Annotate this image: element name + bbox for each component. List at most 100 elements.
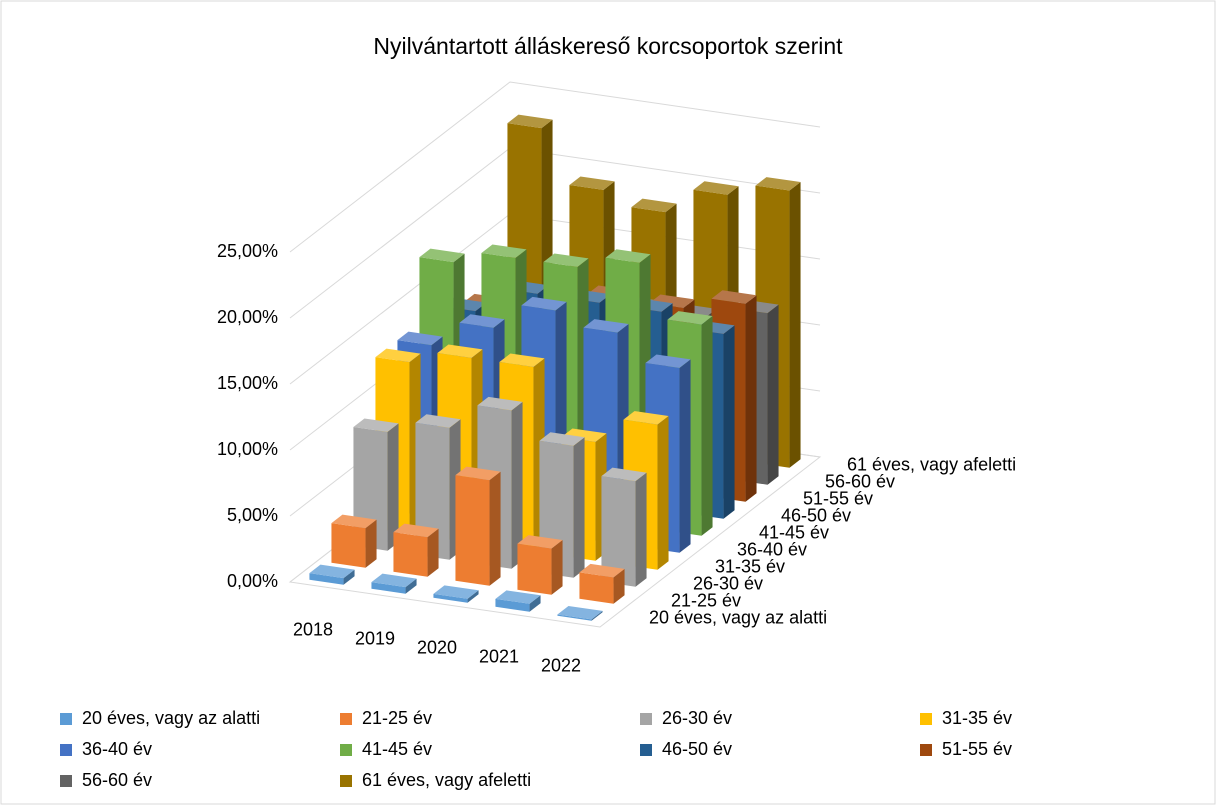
bar-side [591,610,603,621]
bar-top [419,248,465,263]
depth-label: 61 éves, vagy afeletti [847,454,1016,474]
x-tick-label: 2018 [293,619,333,639]
bar [517,535,563,595]
bar-top [605,249,651,263]
depth-label: 41-45 év [759,522,829,542]
legend-swatch [340,744,352,756]
legend-swatch [60,775,72,787]
bar-side [767,304,779,485]
bar [601,467,647,587]
bar-front [371,582,406,594]
bar-top [623,411,669,425]
legend-label: 31-35 év [942,708,1012,728]
bar-side [573,437,585,578]
bar-side [789,182,801,468]
bar-top [667,311,713,325]
bar-top [415,414,461,428]
bar-front [309,573,344,585]
legend-label: 56-60 év [82,770,152,790]
bar-top [309,564,355,579]
bar-side [679,359,691,553]
bar-top [393,523,439,538]
bar-top [507,114,553,129]
bar-side [613,568,625,604]
bar [455,466,501,586]
depth-label: 20 éves, vagy az alatti [649,607,827,627]
bar-front [393,532,428,577]
bar [415,414,461,560]
bar-top [495,590,541,604]
y-tick-label: 20,00% [217,307,278,327]
legend-label: 21-25 év [362,708,432,728]
depth-label: 26-30 év [693,573,763,593]
bar-top [711,290,757,304]
bar-top [755,177,801,191]
bar-top [569,176,615,190]
bar-top [459,314,505,328]
bar-top [455,466,501,481]
bar-front [455,475,490,586]
legend-label: 26-30 év [662,708,732,728]
chart-title: Nyilvántartott álláskereső korcsoportok … [373,33,843,59]
bar-side [467,590,479,603]
bar-top [645,354,691,368]
bar-top [353,418,399,432]
depth-label: 31-35 év [715,556,785,576]
bar [331,514,377,568]
legend-swatch [340,775,352,787]
bar-top [477,396,523,411]
x-tick-label: 2022 [541,655,581,675]
bar-side [635,472,647,587]
bar [557,605,603,621]
legend-swatch [640,713,652,725]
bar-side [427,528,439,577]
y-tick-label: 15,00% [217,373,278,393]
bar-top [693,181,739,195]
legend-label: 20 éves, vagy az alatti [82,708,260,728]
bar-top [601,467,647,482]
bar-front [557,614,592,621]
legend-swatch [920,713,932,725]
y-tick-label: 25,00% [217,241,278,261]
bar-side [529,595,541,612]
bar-top [433,585,479,599]
bar-side [489,471,501,586]
bar-top [371,573,417,588]
bar-side [701,316,713,536]
legend-label: 41-45 év [362,739,432,759]
bar-top [517,535,563,549]
bar-front [415,422,450,560]
bar [371,573,417,594]
legend-label: 51-55 év [942,739,1012,759]
bar-top [543,253,589,267]
bar-top [397,331,443,346]
bar-top [331,514,377,529]
y-tick-label: 10,00% [217,439,278,459]
legend-swatch [60,713,72,725]
bar-front [579,572,614,604]
y-tick-label: 5,00% [227,505,278,525]
bar-side [387,423,399,551]
bar-top [631,198,677,213]
bar-top [557,605,603,620]
legend-label: 46-50 év [662,739,732,759]
bar-side [365,519,377,568]
x-tick-label: 2020 [417,637,457,657]
grid-line [289,81,821,253]
depth-label: 56-60 év [825,471,895,491]
depth-label: 36-40 év [737,539,807,559]
bar [433,585,479,603]
bar [309,564,355,585]
bar [393,523,439,577]
bar-side [745,295,757,502]
bar-side [511,401,523,569]
bar-front [433,593,468,603]
bar-top [579,563,625,578]
depth-label: 51-55 év [803,488,873,508]
bar [495,590,541,612]
legend-label: 36-40 év [82,739,152,759]
legend-swatch [60,744,72,756]
bar-front [331,523,366,568]
bar-top [437,344,483,358]
